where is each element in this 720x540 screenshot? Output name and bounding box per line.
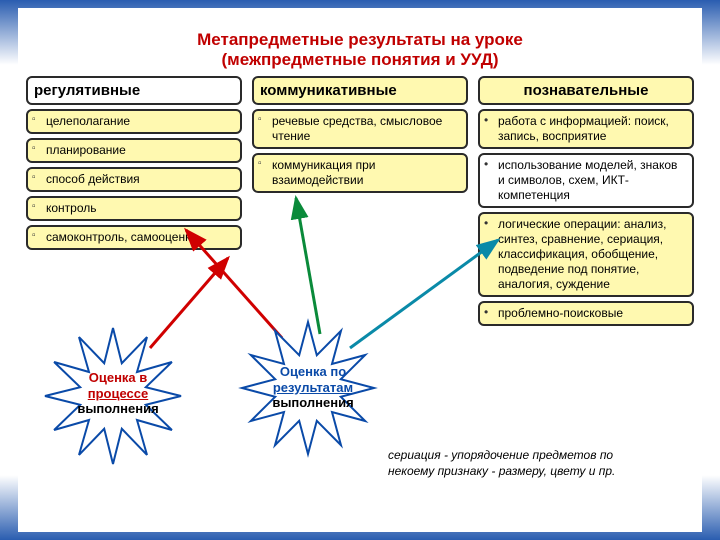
footnote-text: сериация - упорядочение предметов по нек… [388,448,648,479]
item-box: контроль [26,196,242,221]
item-box: проблемно-поисковые [478,301,694,326]
burst-label: Оценка порезультатамвыполнения [258,364,368,411]
burst-label: Оценка впроцессевыполнения [68,370,168,417]
column-header: регулятивные [26,76,242,105]
item-box: логические операции: анализ, синтез, сра… [478,212,694,297]
column-2: познавательные работа с информацией: поис… [478,76,694,326]
item-box: коммуникация при взаимодействии [252,153,468,193]
item-box: самоконтроль, самооценка [26,225,242,250]
title-line-2: (межпредметные понятия и УУД) [18,50,702,70]
item-box: использование моделей, знаков и символов… [478,153,694,208]
column-0: регулятивные целеполагание планирование спо… [26,76,242,326]
column-1: коммуникативные речевые средства, смыслов… [252,76,468,326]
item-box: способ действия [26,167,242,192]
item-box: работа с информацией: поиск, запись, вос… [478,109,694,149]
slide-frame: Метапредметные результаты на уроке (межп… [18,8,702,532]
title-line-1: Метапредметные результаты на уроке [18,30,702,50]
slide-title: Метапредметные результаты на уроке (межп… [18,30,702,70]
item-box: планирование [26,138,242,163]
columns-container: регулятивные целеполагание планирование спо… [18,70,702,326]
column-header: познавательные [478,76,694,105]
column-header: коммуникативные [252,76,468,105]
item-box: целеполагание [26,109,242,134]
item-box: речевые средства, смысловое чтение [252,109,468,149]
